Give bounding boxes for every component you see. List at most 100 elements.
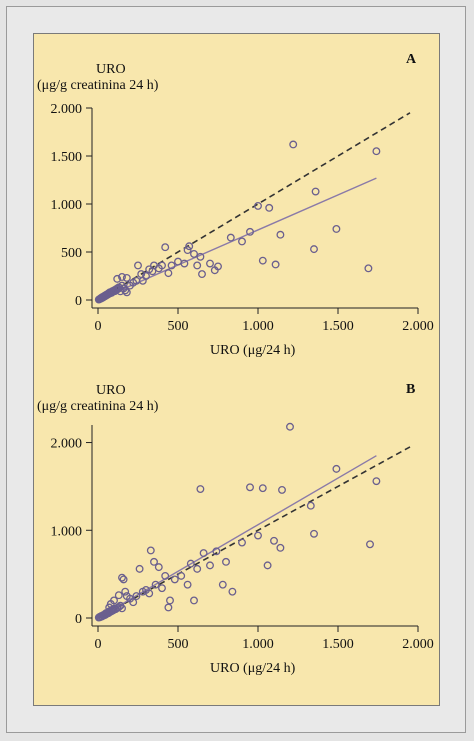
- chart-b-point: [218, 580, 227, 589]
- chart-a-point: [310, 245, 318, 254]
- chart-a-ytick-label: 2.000: [51, 102, 83, 117]
- chart-b-xtick-label: 500: [168, 637, 189, 652]
- chart-a-point: [185, 242, 194, 251]
- chart-b-point: [263, 561, 272, 570]
- chart-b-point: [161, 571, 170, 580]
- chart-a-point: [214, 262, 222, 271]
- chart-a-point: [276, 230, 285, 239]
- chart-b-point: [129, 598, 138, 607]
- chart-b-point: [310, 529, 318, 538]
- chart-b-panel-letter: B: [406, 382, 415, 397]
- chart-b-point: [166, 596, 174, 605]
- chart-a-point: [164, 269, 173, 278]
- chart-a-point: [238, 237, 246, 246]
- chart-b-point: [196, 485, 205, 493]
- chart-a-point: [158, 261, 166, 270]
- chart-a-point: [134, 261, 142, 270]
- chart-a-ylabel-line2: (μg/g creatinina 24 h): [37, 78, 159, 93]
- chart-b-point: [118, 573, 126, 582]
- chart-b-point: [121, 587, 130, 596]
- chart-a-point: [113, 274, 122, 283]
- chart-b-point: [366, 540, 374, 549]
- chart-b-point: [119, 575, 128, 584]
- chart-b-point: [306, 501, 315, 510]
- chart-a-xtick-label: 1.500: [322, 319, 354, 334]
- chart-b-xlabel: URO (μg/24 h): [210, 661, 296, 676]
- chart-a-point: [271, 260, 280, 269]
- chart-a-point: [196, 252, 205, 261]
- chart-b-ytick-label: 1.000: [51, 524, 83, 539]
- chart-a-xlabel: URO (μg/24 h): [210, 343, 296, 358]
- chart-a-point: [142, 272, 150, 280]
- chart-b-ytick-label: 2.000: [51, 437, 83, 452]
- chart-a-point: [332, 225, 341, 233]
- chart-b-point: [145, 589, 154, 598]
- chart-a-point: [198, 270, 206, 279]
- chart-a-point: [161, 243, 170, 252]
- chart-b-point: [158, 584, 166, 593]
- chart-b-xtick-label: 1.000: [242, 637, 274, 652]
- chart-a-regression-line: [97, 177, 377, 301]
- chart-b-xtick-label: 1.500: [322, 637, 354, 652]
- chart-a-point: [206, 259, 214, 268]
- chart-a-point: [226, 233, 235, 242]
- chart-a-point: [190, 249, 198, 258]
- chart-b-point: [246, 483, 254, 492]
- chart-b-point: [154, 563, 163, 572]
- chart-a-identity-line: [97, 112, 411, 301]
- chart-b-ytick-label: 0: [75, 612, 82, 627]
- chart-a-xtick-label: 2.000: [402, 319, 434, 334]
- chart-b-point: [254, 531, 262, 540]
- chart-b-point: [270, 536, 278, 545]
- chart-a-point: [193, 261, 202, 270]
- chart-b-ylabel-line1: URO: [96, 383, 126, 398]
- chart-a-point: [311, 187, 320, 196]
- chart-b-point: [212, 547, 221, 556]
- chart-b-point: [110, 596, 118, 605]
- chart-b-ylabel-line2: (μg/g creatinina 24 h): [37, 399, 159, 414]
- chart-b-point: [258, 484, 267, 493]
- chart-b-point: [286, 422, 294, 431]
- chart-a-point: [174, 257, 182, 266]
- chart-b-point: [114, 591, 123, 600]
- figure-panel: [33, 33, 440, 706]
- chart-b-point: [238, 538, 246, 547]
- chart-b-point: [278, 485, 286, 494]
- chart-a-xtick-label: 0: [95, 319, 102, 334]
- chart-a-point: [118, 273, 126, 281]
- chart-b-point: [190, 596, 198, 605]
- chart-a: URO (μg/g creatinina 24 h) A URO (μg/24 …: [37, 52, 434, 358]
- chart-b: URO (μg/g creatinina 24 h) B URO (μg/24 …: [37, 382, 434, 676]
- chart-a-point: [180, 259, 189, 268]
- chart-a-point: [122, 273, 131, 282]
- chart-b-point: [332, 464, 341, 473]
- chart-b-point: [228, 587, 237, 596]
- chart-a-point: [167, 261, 176, 270]
- chart-b-point: [206, 561, 214, 570]
- chart-b-xtick-label: 2.000: [402, 637, 434, 652]
- chart-b-xtick-label: 0: [95, 637, 102, 652]
- chart-a-point: [372, 147, 381, 156]
- chart-b-point: [199, 549, 208, 558]
- chart-b-point: [164, 603, 173, 612]
- chart-a-ylabel-line1: URO: [96, 62, 126, 77]
- chart-b-point: [177, 571, 186, 580]
- chart-b-point: [151, 580, 160, 589]
- chart-b-point: [186, 559, 195, 568]
- chart-b-point: [222, 557, 230, 566]
- chart-a-ytick-label: 1.500: [51, 150, 83, 165]
- chart-a-point: [122, 288, 131, 297]
- chart-b-point: [150, 557, 158, 566]
- chart-a-point: [364, 264, 373, 273]
- chart-b-point: [276, 543, 285, 552]
- chart-b-point: [146, 546, 155, 555]
- chart-b-point: [135, 564, 144, 573]
- chart-a-ytick-label: 1.000: [51, 198, 83, 213]
- chart-a-xtick-label: 1.000: [242, 319, 274, 334]
- chart-a-panel-letter: A: [406, 52, 417, 67]
- chart-a-point: [265, 203, 274, 212]
- chart-b-point: [183, 580, 192, 589]
- chart-a-xtick-label: 500: [168, 319, 189, 334]
- chart-a-point: [183, 246, 192, 255]
